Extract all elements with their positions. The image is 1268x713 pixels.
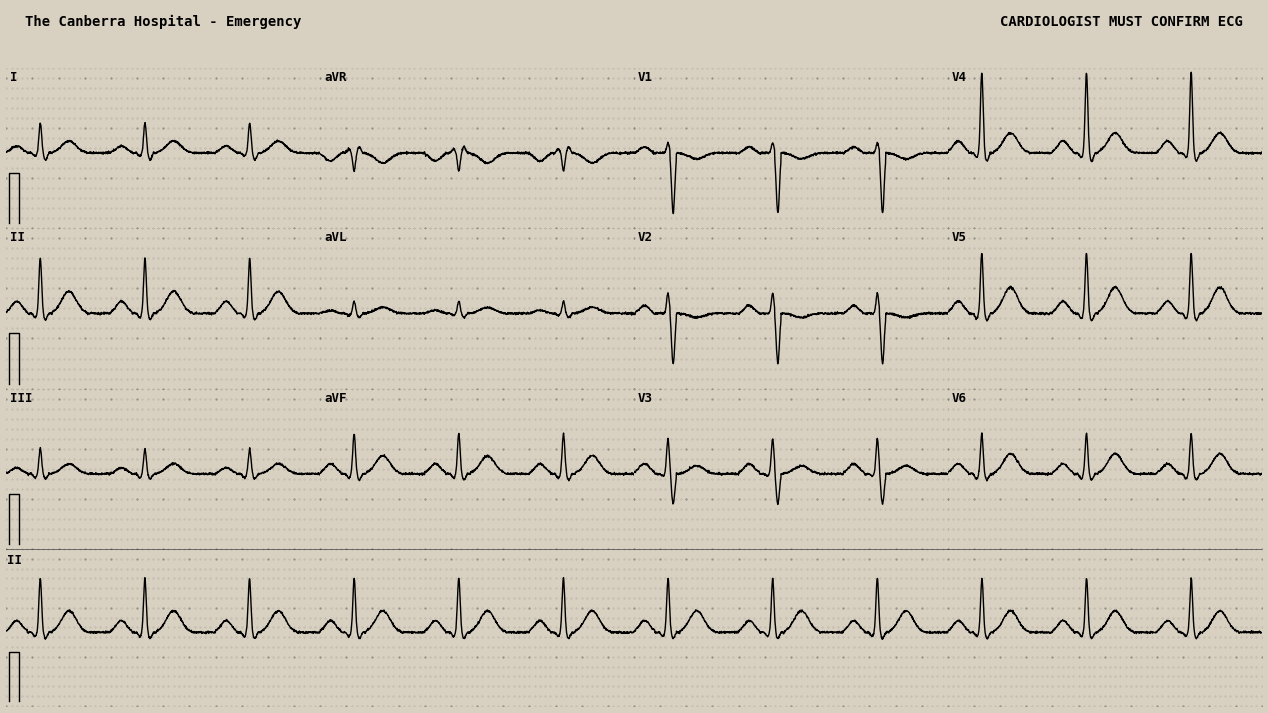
Text: The Canberra Hospital - Emergency: The Canberra Hospital - Emergency	[25, 15, 302, 29]
Text: III: III	[10, 391, 33, 404]
Text: II: II	[10, 231, 25, 244]
Text: V5: V5	[952, 231, 966, 244]
Text: aVF: aVF	[325, 391, 346, 404]
Text: CARDIOLOGIST MUST CONFIRM ECG: CARDIOLOGIST MUST CONFIRM ECG	[1000, 16, 1243, 29]
Text: V6: V6	[952, 391, 966, 404]
Text: V2: V2	[638, 231, 653, 244]
Text: V3: V3	[638, 391, 653, 404]
Text: II: II	[6, 554, 22, 567]
Text: V4: V4	[952, 71, 966, 83]
Text: aVR: aVR	[325, 71, 346, 83]
Text: V1: V1	[638, 71, 653, 83]
Text: I: I	[10, 71, 18, 83]
Text: aVL: aVL	[325, 231, 346, 244]
